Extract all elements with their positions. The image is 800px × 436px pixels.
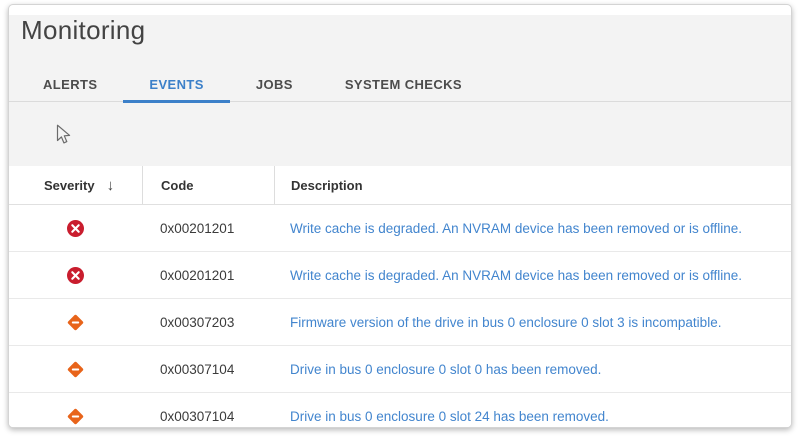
description-cell: Drive in bus 0 enclosure 0 slot 24 has b… xyxy=(274,409,791,424)
severity-cell xyxy=(9,219,142,237)
description-cell: Write cache is degraded. An NVRAM device… xyxy=(274,268,791,283)
event-description-link[interactable]: Drive in bus 0 enclosure 0 slot 0 has be… xyxy=(290,361,602,377)
tab-alerts[interactable]: ALERTS xyxy=(17,67,123,101)
panel-header: Monitoring ALERTS EVENTS JOBS SYSTEM CHE… xyxy=(9,15,791,166)
events-table-body: 0x00201201 Write cache is degraded. An N… xyxy=(9,205,791,427)
tab-events-label: EVENTS xyxy=(149,77,204,92)
severity-cell xyxy=(9,407,142,426)
event-description-link[interactable]: Write cache is degraded. An NVRAM device… xyxy=(290,220,742,236)
column-header-code-label: Code xyxy=(161,177,194,193)
column-header-description[interactable]: Description xyxy=(274,166,791,204)
page-title: Monitoring xyxy=(21,15,146,45)
column-header-description-label: Description xyxy=(291,177,363,193)
error-circle-x-icon xyxy=(67,219,84,237)
tab-events[interactable]: EVENTS xyxy=(123,67,231,103)
description-cell: Firmware version of the drive in bus 0 e… xyxy=(274,315,791,330)
description-cell: Drive in bus 0 enclosure 0 slot 0 has be… xyxy=(274,362,791,377)
table-row[interactable]: 0x00307104 Drive in bus 0 enclosure 0 sl… xyxy=(9,393,791,427)
table-row[interactable]: 0x00307203 Firmware version of the drive… xyxy=(9,299,791,346)
event-code: 0x00201201 xyxy=(160,220,235,236)
event-code: 0x00307104 xyxy=(160,361,235,377)
tab-bar: ALERTS EVENTS JOBS SYSTEM CHECKS xyxy=(9,67,791,103)
sort-descending-arrow-icon[interactable]: ↓ xyxy=(106,176,115,194)
table-row[interactable]: 0x00201201 Write cache is degraded. An N… xyxy=(9,252,791,299)
table-row[interactable]: 0x00307104 Drive in bus 0 enclosure 0 sl… xyxy=(9,346,791,393)
monitoring-panel: Monitoring ALERTS EVENTS JOBS SYSTEM CHE… xyxy=(8,4,792,428)
events-table: Severity ↓ Code Description xyxy=(9,166,791,427)
tab-jobs-label: JOBS xyxy=(255,77,293,92)
warning-diamond-icon xyxy=(66,407,85,426)
severity-cell xyxy=(9,266,142,284)
tab-alerts-label: ALERTS xyxy=(43,77,98,92)
column-header-severity[interactable]: Severity ↓ xyxy=(9,166,142,204)
column-header-severity-label: Severity xyxy=(44,177,95,193)
warning-diamond-icon xyxy=(66,313,85,332)
error-circle-x-icon xyxy=(67,266,84,284)
description-cell: Write cache is degraded. An NVRAM device… xyxy=(274,221,791,236)
event-code: 0x00201201 xyxy=(160,267,235,283)
column-header-code[interactable]: Code xyxy=(142,166,274,204)
toolbar-area xyxy=(9,102,791,159)
event-description-link[interactable]: Drive in bus 0 enclosure 0 slot 24 has b… xyxy=(290,409,609,424)
tab-system-checks[interactable]: SYSTEM CHECKS xyxy=(319,67,488,101)
mouse-cursor-icon xyxy=(56,124,71,144)
warning-diamond-icon xyxy=(66,360,85,379)
event-description-link[interactable]: Firmware version of the drive in bus 0 e… xyxy=(290,314,722,330)
severity-cell xyxy=(9,313,142,332)
tab-system-checks-label: SYSTEM CHECKS xyxy=(344,77,463,92)
table-row[interactable]: 0x00201201 Write cache is degraded. An N… xyxy=(9,205,791,252)
severity-cell xyxy=(9,360,142,379)
event-code: 0x00307104 xyxy=(160,409,235,424)
event-code: 0x00307203 xyxy=(160,314,235,330)
event-description-link[interactable]: Write cache is degraded. An NVRAM device… xyxy=(290,267,742,283)
tab-jobs[interactable]: JOBS xyxy=(230,67,319,101)
table-header-row: Severity ↓ Code Description xyxy=(9,166,791,205)
